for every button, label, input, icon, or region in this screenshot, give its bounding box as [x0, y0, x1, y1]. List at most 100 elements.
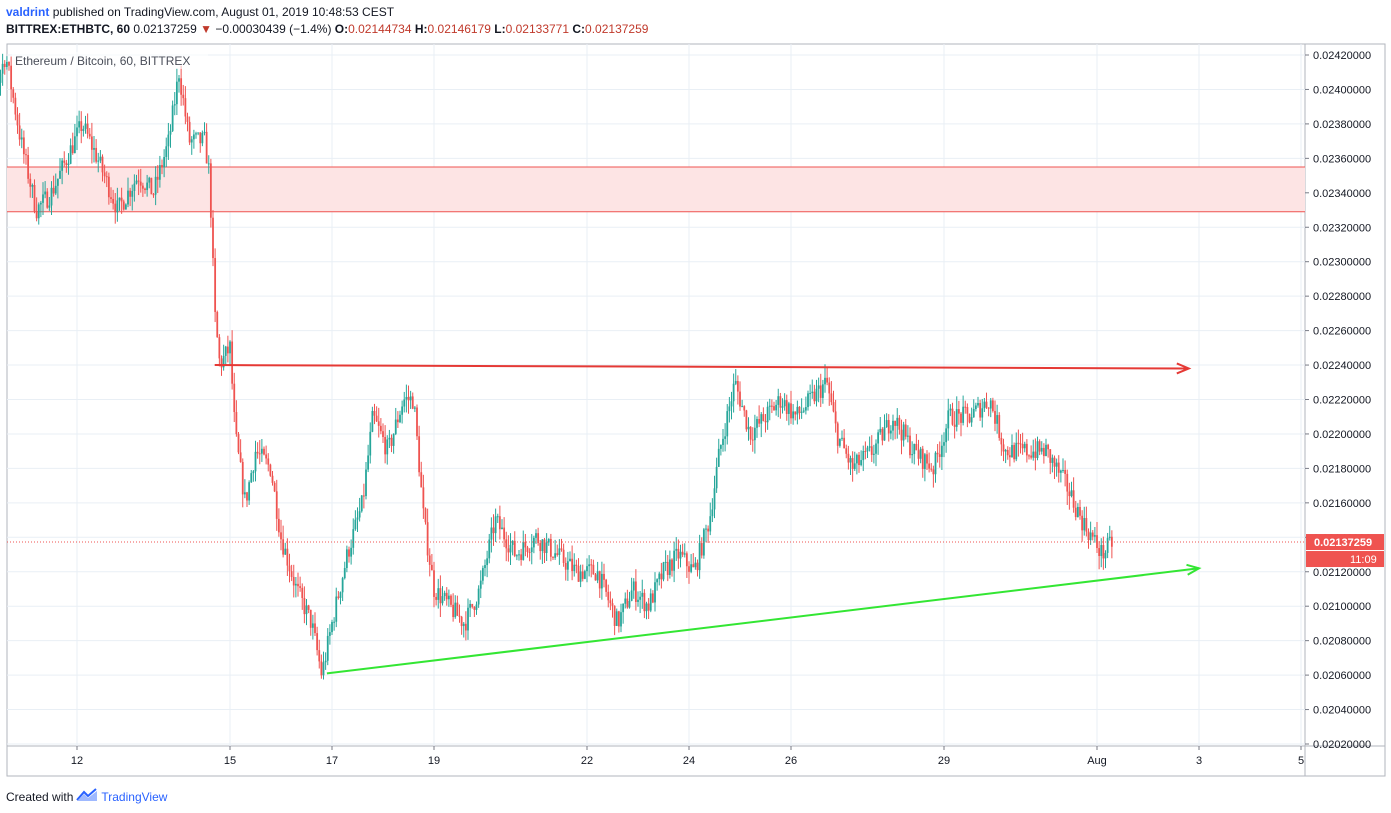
- price-axis-frame[interactable]: [1304, 43, 1386, 747]
- candle-body: [362, 495, 365, 497]
- candle-body: [33, 184, 36, 212]
- candle: [736, 375, 739, 405]
- candle-body: [430, 564, 433, 571]
- candle-body: [732, 383, 735, 402]
- candle: [590, 559, 593, 578]
- candle: [44, 181, 47, 199]
- candle: [530, 534, 533, 565]
- author-link[interactable]: valdrint: [6, 5, 50, 19]
- candle: [203, 122, 206, 136]
- candle-body: [815, 388, 818, 402]
- candle-body: [1023, 443, 1026, 449]
- candle: [258, 440, 261, 465]
- candle: [297, 572, 299, 597]
- candle-body: [407, 396, 410, 401]
- candle-body: [1053, 457, 1056, 467]
- candle: [1070, 481, 1073, 498]
- candle: [12, 87, 15, 104]
- candle: [303, 586, 306, 624]
- candle-body: [311, 623, 314, 628]
- candle: [490, 517, 493, 553]
- candle-body: [237, 434, 240, 453]
- price-tick-label: 0.02420000: [1313, 50, 1371, 62]
- candle: [800, 398, 803, 419]
- candle: [962, 395, 965, 426]
- candle-body: [817, 385, 820, 389]
- candle-body: [756, 419, 758, 428]
- candle: [1047, 443, 1050, 458]
- candle: [184, 86, 187, 125]
- candle: [63, 151, 66, 167]
- candle-body: [158, 165, 161, 180]
- candle: [352, 518, 355, 555]
- candle: [1032, 439, 1035, 461]
- candle: [441, 586, 444, 606]
- candle-body: [481, 568, 484, 581]
- candle-body: [69, 145, 72, 164]
- candle: [1030, 445, 1033, 460]
- candle-body: [609, 600, 612, 604]
- candle-body: [184, 98, 187, 117]
- candle: [356, 507, 359, 532]
- candle-body: [809, 393, 812, 395]
- candle: [33, 179, 36, 214]
- candle: [1057, 455, 1060, 483]
- candle-body: [904, 424, 907, 437]
- trendlines-layer: [7, 362, 1305, 675]
- candle-body: [382, 431, 384, 438]
- candle: [154, 166, 157, 206]
- candle: [3, 60, 6, 75]
- candle-body: [169, 130, 172, 135]
- candle: [906, 425, 909, 443]
- candle: [133, 174, 136, 202]
- candle: [199, 132, 202, 153]
- countdown-label: 11:09: [1350, 554, 1377, 566]
- candle: [454, 595, 457, 619]
- price-tick-label: 0.02380000: [1313, 119, 1371, 131]
- candle-body: [413, 407, 416, 409]
- candle: [766, 401, 769, 430]
- candle-body: [832, 402, 835, 412]
- candle: [20, 128, 23, 149]
- time-axis-frame[interactable]: [6, 745, 1306, 777]
- candle-body: [197, 132, 200, 134]
- candle: [945, 423, 948, 453]
- candle-body: [1072, 490, 1075, 508]
- time-axis-labels: 12 15 17 19 22 24 26 29 Aug 3 5: [71, 746, 1304, 767]
- candle: [785, 394, 788, 421]
- candle-body: [711, 509, 714, 517]
- candle-body: [507, 548, 510, 553]
- candle-body: [1028, 455, 1030, 457]
- candle: [804, 396, 807, 415]
- candle: [972, 399, 975, 418]
- price-tick-label: 0.02360000: [1313, 153, 1371, 165]
- candle-body: [624, 598, 627, 604]
- candle-body: [335, 596, 338, 622]
- candle-body: [182, 94, 185, 99]
- candle-body: [713, 488, 716, 510]
- candle: [365, 461, 367, 500]
- candle: [226, 335, 229, 363]
- candle: [994, 400, 996, 432]
- tradingview-link[interactable]: TradingView: [101, 789, 168, 804]
- candle: [50, 181, 53, 215]
- candle-body: [651, 593, 654, 603]
- candle: [781, 398, 784, 414]
- candle: [700, 537, 703, 559]
- candle: [207, 155, 210, 174]
- candle: [29, 173, 32, 198]
- candle: [384, 425, 387, 464]
- candle-body: [605, 579, 608, 592]
- candle: [8, 61, 10, 71]
- candle-body: [998, 415, 1001, 438]
- candle: [809, 384, 812, 407]
- candle-body: [698, 543, 701, 571]
- candle: [989, 397, 992, 418]
- candle-body: [626, 598, 629, 608]
- candle: [1068, 482, 1071, 510]
- candle: [1036, 436, 1039, 461]
- candle: [167, 122, 170, 160]
- candle-body: [1108, 536, 1111, 539]
- candle: [981, 398, 984, 428]
